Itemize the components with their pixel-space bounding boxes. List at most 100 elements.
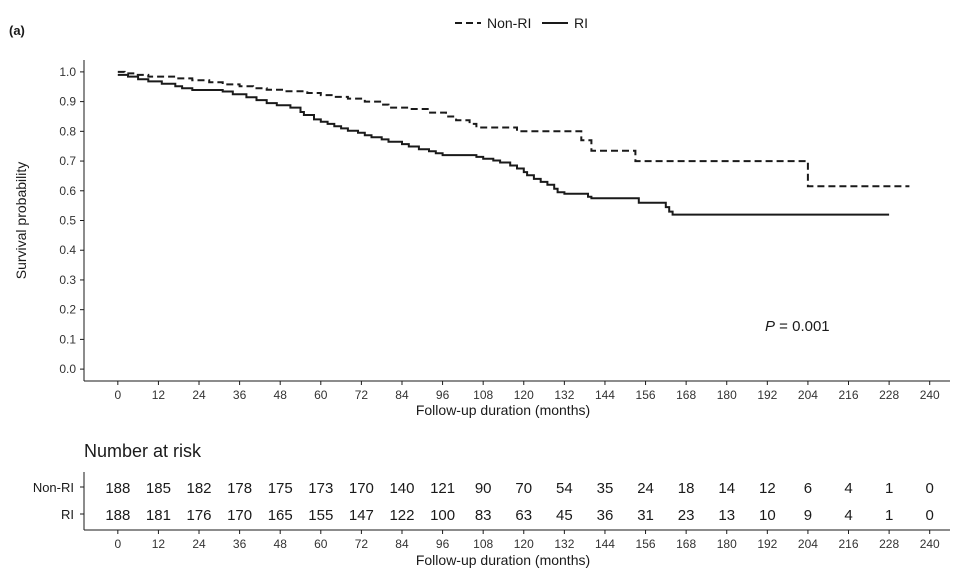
- y-tick-label: 1.0: [59, 65, 76, 79]
- x-tick-label: 156: [636, 388, 656, 402]
- y-tick-label: 0.5: [59, 214, 76, 228]
- legend-label-non-ri: Non-RI: [487, 15, 531, 31]
- risk-x-tick-label: 12: [152, 537, 166, 551]
- main-plot: 0.0 0.1 0.2 0.3 0.4 0.5 0.6 0.7 0.8 0.9 1.0 0 12 24 3…: [13, 60, 950, 418]
- legend-label-ri: RI: [574, 15, 588, 31]
- risk-row-label: Non-RI: [33, 480, 74, 495]
- y-tick-label: 0.6: [59, 184, 76, 198]
- risk-cell: 181: [146, 507, 171, 524]
- risk-cell: 1: [885, 480, 893, 497]
- risk-x-tick-label: 156: [636, 537, 656, 551]
- risk-x-tick-label: 84: [395, 537, 409, 551]
- x-tick-label: 48: [274, 388, 288, 402]
- p-value-annotation: P = 0.001: [765, 318, 830, 335]
- risk-cell: 54: [556, 480, 573, 497]
- risk-cell: 147: [349, 507, 374, 524]
- risk-cell: 173: [308, 480, 333, 497]
- risk-cell: 175: [268, 480, 293, 497]
- risk-cell: 188: [105, 480, 130, 497]
- risk-cell: 0: [926, 480, 934, 497]
- x-tick-label: 108: [473, 388, 493, 402]
- risk-row-label: RI: [61, 507, 74, 522]
- risk-cell: 188: [105, 507, 130, 524]
- y-tick-label: 0.7: [59, 154, 76, 168]
- risk-cell: 182: [187, 480, 212, 497]
- x-tick-label: 0: [114, 388, 121, 402]
- y-axis-title: Survival probability: [13, 162, 29, 280]
- risk-x-axis-title: Follow-up duration (months): [416, 552, 590, 568]
- risk-cell: 176: [187, 507, 212, 524]
- series-line-non-ri: [117, 70, 910, 188]
- x-tick-label: 84: [395, 388, 409, 402]
- risk-x-ticks: 0 12 24 36 48 60 72 84 96 108 120 132 144 156 168 180 19…: [114, 530, 940, 551]
- risk-rows: Non-RI 188 185 182 178 175 173 170 140 121 90 70 54 3…: [33, 480, 934, 524]
- risk-cell: 4: [844, 507, 852, 524]
- risk-cell: 63: [515, 507, 532, 524]
- y-tick-label: 0.8: [59, 124, 76, 138]
- risk-cell: 31: [637, 507, 654, 524]
- risk-cell: 9: [804, 507, 812, 524]
- risk-x-tick-label: 36: [233, 537, 247, 551]
- risk-x-tick-label: 168: [676, 537, 696, 551]
- risk-cell: 170: [227, 507, 252, 524]
- series-line-ri: [117, 73, 890, 216]
- risk-x-tick-label: 0: [114, 537, 121, 551]
- x-tick-label: 36: [233, 388, 247, 402]
- risk-cell: 18: [678, 480, 695, 497]
- x-tick-label: 72: [355, 388, 369, 402]
- y-ticks: 0.0 0.1 0.2 0.3 0.4 0.5 0.6 0.7 0.8 0.9 1.0: [59, 65, 84, 376]
- risk-cell: 12: [759, 480, 776, 497]
- risk-cell: 23: [678, 507, 695, 524]
- x-tick-label: 240: [920, 388, 940, 402]
- y-tick-label: 0.2: [59, 303, 76, 317]
- risk-x-tick-label: 48: [274, 537, 288, 551]
- risk-x-tick-label: 228: [879, 537, 899, 551]
- risk-table: Number at risk Non-RI 188 185 182 178 175 173 1…: [33, 441, 950, 568]
- risk-cell: 70: [515, 480, 532, 497]
- x-tick-label: 96: [436, 388, 450, 402]
- x-tick-label: 144: [595, 388, 615, 402]
- y-tick-label: 0.4: [59, 243, 76, 257]
- x-ticks: 0 12 24 36 48 60 72 84 96 108 120 132 144 156 168 180 19…: [114, 381, 940, 402]
- risk-x-tick-label: 72: [355, 537, 369, 551]
- risk-x-tick-label: 216: [839, 537, 859, 551]
- x-tick-label: 12: [152, 388, 166, 402]
- x-tick-label: 204: [798, 388, 818, 402]
- risk-cell: 90: [475, 480, 492, 497]
- risk-cell: 122: [389, 507, 414, 524]
- risk-cell: 14: [718, 480, 735, 497]
- risk-x-tick-label: 180: [717, 537, 737, 551]
- risk-cell: 155: [308, 507, 333, 524]
- y-tick-label: 0.3: [59, 273, 76, 287]
- y-tick-label: 0.9: [59, 95, 76, 109]
- risk-x-tick-label: 24: [192, 537, 206, 551]
- y-tick-label: 0.1: [59, 332, 76, 346]
- risk-cell: 4: [844, 480, 852, 497]
- risk-cell: 1: [885, 507, 893, 524]
- risk-cell: 121: [430, 480, 455, 497]
- series-group: [117, 70, 910, 216]
- x-tick-label: 216: [839, 388, 859, 402]
- risk-x-tick-label: 132: [554, 537, 574, 551]
- panel-label: (a): [9, 23, 25, 38]
- p-value-prefix: P: [765, 318, 775, 335]
- x-tick-label: 168: [676, 388, 696, 402]
- risk-cell: 45: [556, 507, 573, 524]
- risk-x-tick-label: 192: [757, 537, 777, 551]
- risk-cell: 10: [759, 507, 776, 524]
- risk-cell: 140: [389, 480, 414, 497]
- legend: Non-RI RI: [455, 15, 588, 31]
- y-tick-label: 0.0: [59, 362, 76, 376]
- risk-cell: 178: [227, 480, 252, 497]
- x-tick-label: 132: [554, 388, 574, 402]
- x-tick-label: 192: [757, 388, 777, 402]
- risk-cell: 24: [637, 480, 654, 497]
- risk-x-tick-label: 120: [514, 537, 534, 551]
- risk-cell: 36: [597, 507, 614, 524]
- x-tick-label: 180: [717, 388, 737, 402]
- p-value-text: = 0.001: [775, 318, 830, 335]
- risk-x-tick-label: 240: [920, 537, 940, 551]
- risk-cell: 83: [475, 507, 492, 524]
